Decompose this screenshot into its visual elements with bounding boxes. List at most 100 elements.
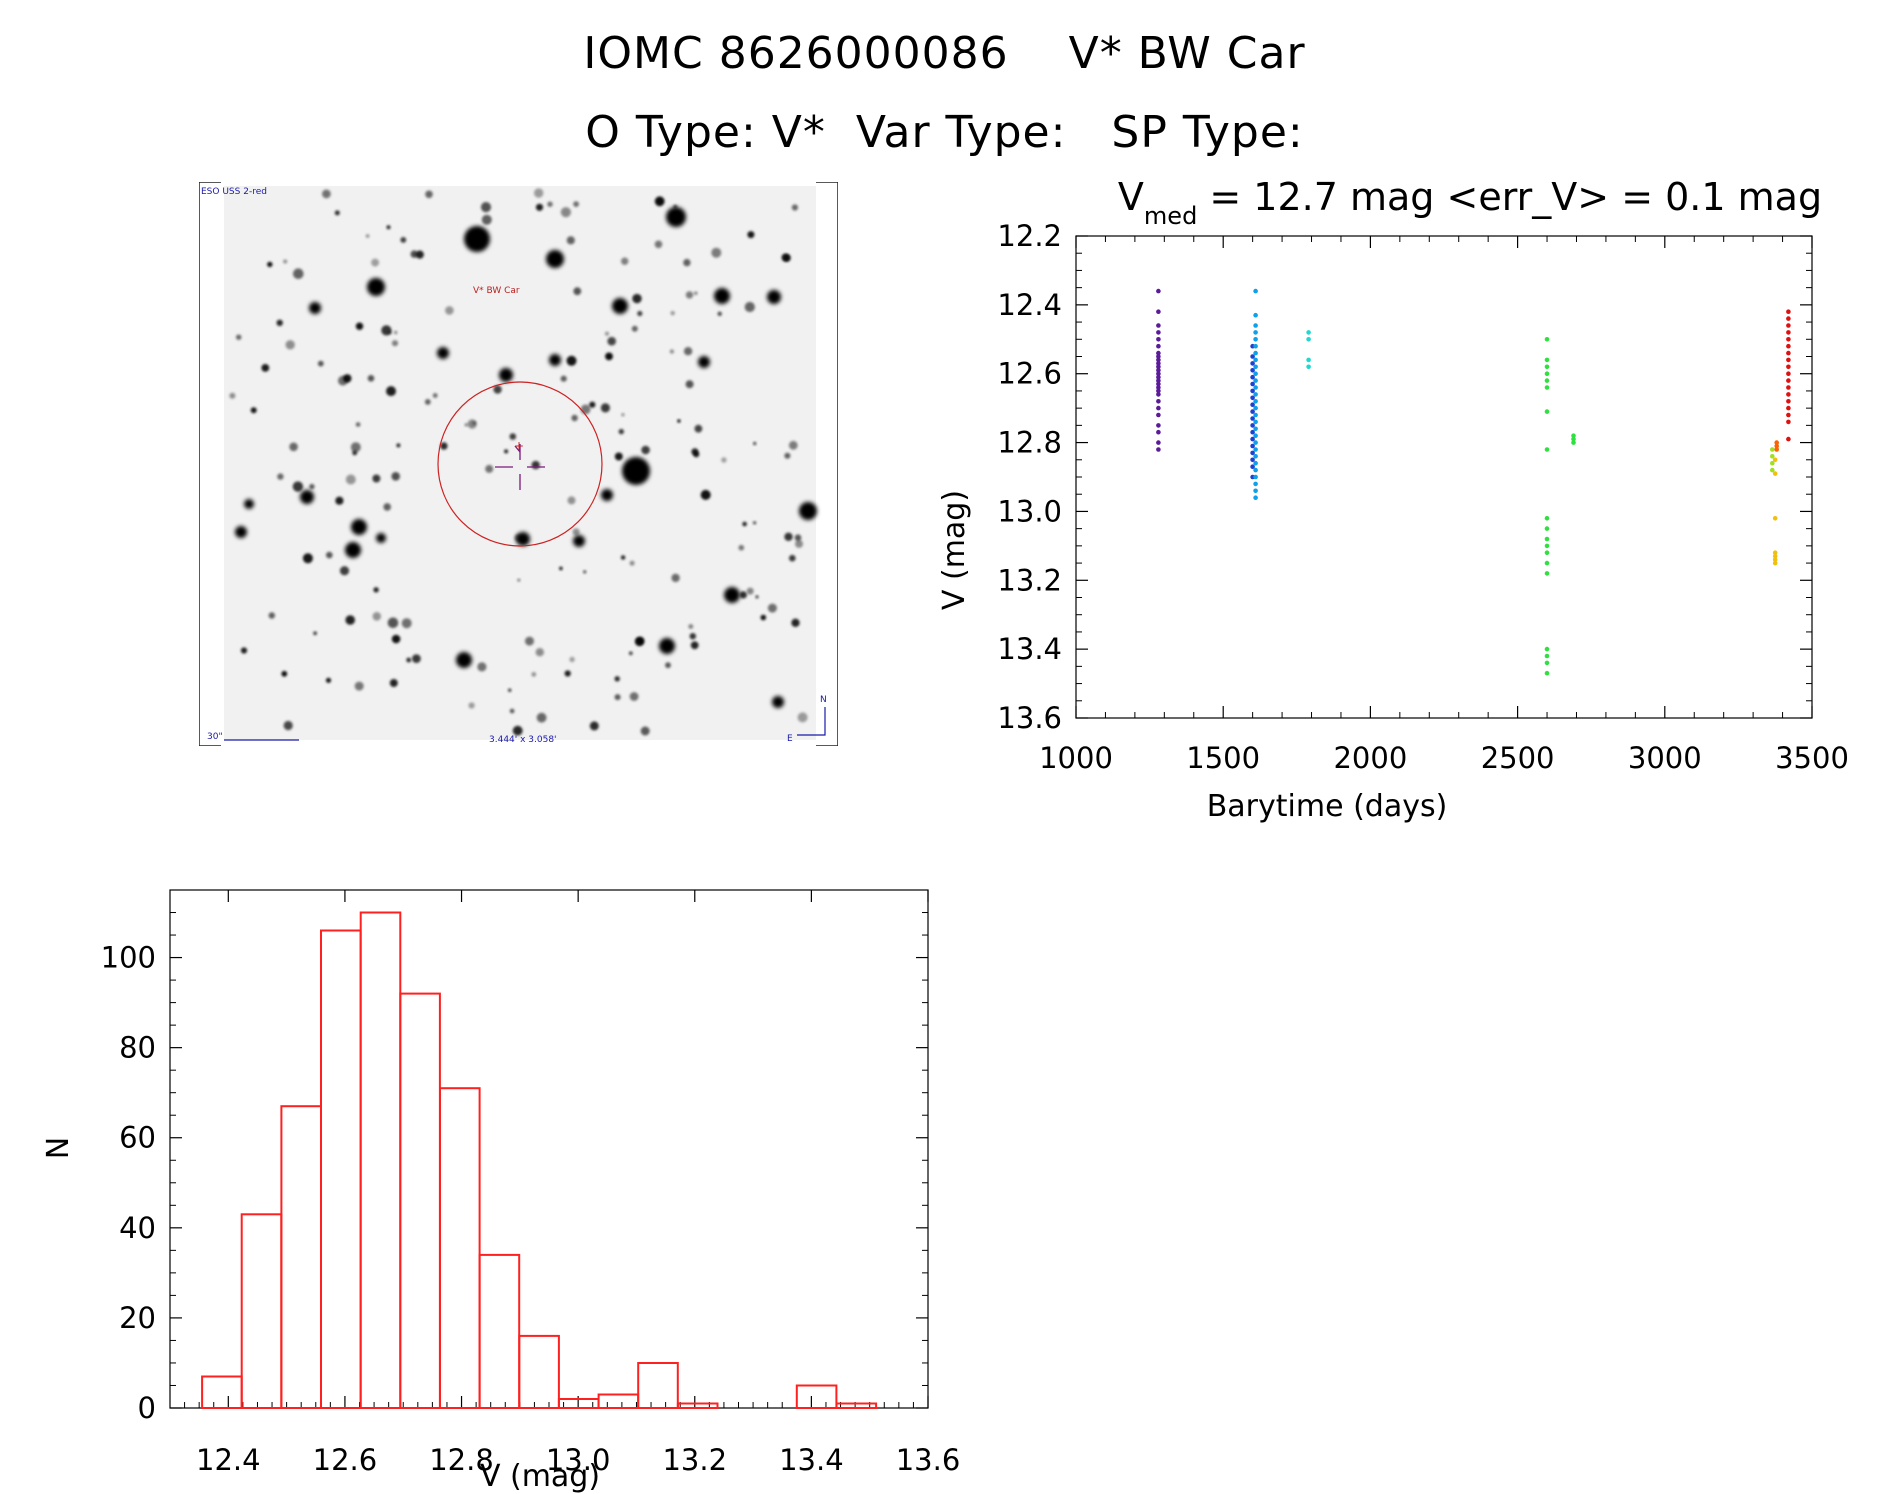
lc-data-point bbox=[1544, 385, 1550, 390]
lc-data-point bbox=[1772, 516, 1778, 521]
hist-x-tick-label: 13.0 bbox=[546, 1443, 611, 1477]
hist-bar bbox=[597, 1393, 640, 1409]
star bbox=[605, 352, 613, 361]
star bbox=[317, 360, 324, 367]
lc-data-point bbox=[1253, 378, 1258, 383]
lc-data-point bbox=[1253, 392, 1258, 397]
star bbox=[509, 433, 517, 440]
star bbox=[281, 670, 288, 677]
hist-x-axis-label: V (mag) bbox=[480, 1459, 600, 1494]
lc-data-point bbox=[1786, 371, 1791, 376]
star bbox=[424, 399, 431, 405]
star bbox=[293, 268, 304, 279]
lc-data-point bbox=[1786, 405, 1791, 411]
star bbox=[784, 532, 793, 541]
lc-data-point bbox=[1253, 474, 1258, 480]
star bbox=[371, 258, 380, 267]
lc-data-point bbox=[1250, 457, 1255, 463]
lc-data-point bbox=[1156, 385, 1161, 390]
star bbox=[601, 489, 613, 501]
star bbox=[376, 533, 386, 543]
hist-x-tick-label: 12.4 bbox=[196, 1443, 261, 1477]
lc-data-point bbox=[1156, 330, 1161, 335]
lc-data-point bbox=[1250, 409, 1255, 414]
fov-label: 3.444' x 3.058' bbox=[489, 735, 557, 745]
star bbox=[670, 311, 675, 316]
lc-data-point bbox=[1250, 395, 1255, 401]
lc-data-point bbox=[1253, 433, 1258, 439]
star bbox=[508, 688, 512, 692]
lc-data-point bbox=[1253, 495, 1258, 501]
survey-label: ESO USS 2-red bbox=[201, 187, 267, 197]
star bbox=[335, 496, 344, 505]
star bbox=[614, 452, 623, 461]
hist-bar bbox=[240, 1213, 283, 1409]
star bbox=[614, 676, 620, 682]
star bbox=[724, 587, 740, 603]
lc-data-point bbox=[1253, 385, 1258, 390]
star bbox=[566, 355, 577, 366]
hist-x-tick-label: 13.6 bbox=[896, 1443, 961, 1477]
hist-y-tick-label: 60 bbox=[119, 1121, 156, 1155]
lc-data-point bbox=[1253, 350, 1258, 356]
star bbox=[560, 207, 571, 218]
star bbox=[746, 587, 754, 595]
lc-data-point bbox=[1253, 312, 1258, 318]
star bbox=[583, 570, 587, 574]
hist-x-tick-label: 12.6 bbox=[313, 1443, 378, 1477]
lc-data-point bbox=[1786, 309, 1791, 314]
star bbox=[535, 203, 544, 211]
star bbox=[267, 261, 273, 268]
lc-y-tick-label: 12.4 bbox=[997, 288, 1062, 322]
lc-data-point bbox=[1156, 381, 1161, 387]
star bbox=[618, 428, 624, 435]
star bbox=[673, 204, 678, 209]
lc-data-point bbox=[1253, 330, 1258, 335]
hist-bar bbox=[359, 911, 402, 1409]
lc-data-point bbox=[1156, 447, 1161, 452]
star bbox=[621, 413, 625, 417]
lc-data-point bbox=[1772, 553, 1778, 559]
star bbox=[391, 634, 401, 644]
star bbox=[714, 288, 730, 304]
star bbox=[797, 712, 808, 723]
lc-data-point bbox=[1786, 337, 1791, 342]
star bbox=[571, 414, 578, 422]
star bbox=[400, 237, 407, 243]
star bbox=[285, 340, 295, 350]
star bbox=[531, 672, 537, 677]
star bbox=[354, 681, 364, 691]
lc-data-point bbox=[1250, 381, 1255, 387]
finder-chart-image: ESO USS 2-red V* BW Car + 30" 3.444' x 3… bbox=[199, 182, 838, 746]
lc-data-point bbox=[1772, 550, 1778, 555]
lc-x-tick-label: 2500 bbox=[1481, 741, 1555, 775]
star bbox=[772, 696, 784, 708]
lc-data-point bbox=[1253, 426, 1258, 432]
star bbox=[589, 721, 599, 731]
star bbox=[472, 421, 477, 425]
lc-data-point bbox=[1253, 481, 1258, 487]
star bbox=[345, 542, 361, 558]
lc-data-point bbox=[1156, 364, 1161, 370]
hist-bar bbox=[201, 1375, 243, 1409]
lc-data-point bbox=[1250, 368, 1255, 373]
lc-data-point bbox=[1544, 447, 1550, 452]
lc-data-point bbox=[1156, 440, 1161, 445]
lc-y-tick-label: 12.2 bbox=[997, 219, 1062, 253]
lc-x-tick-label: 2000 bbox=[1333, 741, 1407, 775]
star bbox=[300, 490, 314, 504]
star bbox=[755, 595, 759, 599]
hist-y-tick-label: 80 bbox=[119, 1031, 156, 1065]
hist-bar bbox=[478, 1253, 521, 1409]
star bbox=[367, 278, 385, 296]
lc-data-point bbox=[1544, 653, 1550, 659]
star bbox=[614, 694, 621, 701]
lc-data-point bbox=[1253, 399, 1258, 404]
lc-data-point bbox=[1772, 457, 1778, 463]
star bbox=[659, 638, 675, 654]
lc-data-point bbox=[1772, 471, 1778, 476]
star bbox=[566, 236, 575, 245]
hist-x-tick-label: 13.4 bbox=[779, 1443, 844, 1477]
star bbox=[689, 633, 696, 640]
lc-data-point bbox=[1306, 337, 1311, 342]
